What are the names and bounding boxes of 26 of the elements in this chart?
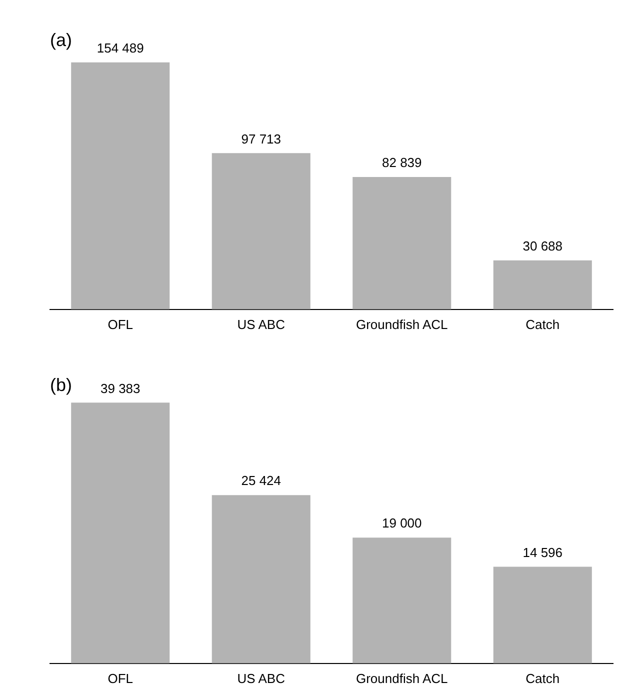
bar — [352, 176, 452, 310]
x-tick-label: US ABC — [237, 316, 285, 332]
x-tick-label: Catch — [526, 316, 560, 332]
bar — [493, 566, 592, 664]
bar — [71, 62, 170, 310]
data-label: 30 688 — [522, 238, 563, 254]
x-tick-label: US ABC — [237, 670, 285, 686]
data-label: 82 839 — [382, 155, 422, 170]
bar — [493, 260, 592, 310]
data-label: 25 424 — [241, 473, 282, 488]
data-label: 39 383 — [100, 380, 140, 396]
x-tick-label: OFL — [108, 316, 134, 332]
x-tick-label: OFL — [108, 670, 134, 686]
bar — [352, 538, 452, 664]
bar — [212, 495, 310, 664]
data-label: 154 489 — [96, 40, 144, 56]
x-tick-label: Groundfish ACL — [356, 316, 448, 332]
chart-title: (b) — [50, 374, 72, 395]
bar — [71, 402, 170, 664]
bar — [212, 153, 310, 310]
x-tick-label: Catch — [526, 670, 560, 686]
data-label: 19 000 — [382, 516, 422, 531]
x-tick-label: Groundfish ACL — [356, 670, 448, 686]
data-label: 14 596 — [522, 544, 563, 560]
data-label: 97 713 — [241, 131, 282, 146]
chart-title: (a) — [50, 30, 72, 50]
